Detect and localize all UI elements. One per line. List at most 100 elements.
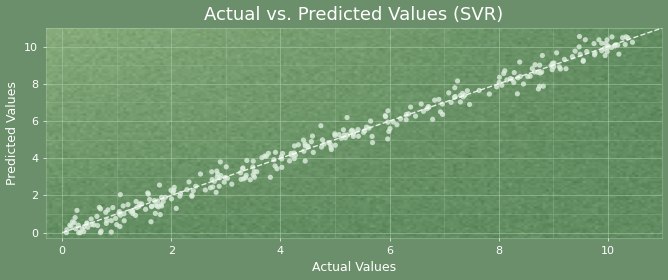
Point	[319, 142, 329, 146]
Point	[299, 149, 309, 153]
Point	[627, 40, 638, 45]
Point	[237, 167, 248, 171]
Point	[166, 188, 176, 192]
Point	[69, 215, 80, 220]
Point	[143, 192, 154, 196]
Point	[261, 154, 272, 158]
Point	[325, 142, 336, 146]
Point	[146, 204, 157, 208]
Point	[134, 204, 144, 209]
Point	[455, 93, 466, 98]
Point	[380, 113, 391, 118]
Point	[67, 220, 77, 224]
Point	[168, 190, 178, 195]
Point	[462, 88, 473, 93]
Point	[348, 134, 359, 139]
Point	[363, 126, 374, 130]
Point	[536, 70, 547, 74]
Point	[367, 140, 378, 145]
Point	[424, 105, 434, 109]
Point	[349, 130, 359, 134]
Point	[323, 140, 334, 145]
Point	[534, 84, 545, 88]
Point	[494, 75, 505, 80]
Point	[245, 178, 256, 182]
Point	[567, 54, 578, 59]
Point	[578, 59, 589, 64]
Point	[103, 207, 114, 212]
Point	[81, 221, 92, 225]
Point	[602, 49, 613, 54]
Point	[559, 57, 570, 62]
Point	[270, 150, 281, 155]
Point	[361, 125, 372, 129]
Point	[136, 202, 147, 206]
Y-axis label: Predicted Values: Predicted Values	[5, 81, 19, 185]
Point	[621, 35, 631, 39]
Point	[205, 185, 216, 190]
Point	[492, 85, 502, 89]
Point	[494, 80, 504, 85]
Point	[118, 204, 128, 208]
Point	[119, 211, 130, 216]
Point	[152, 204, 163, 208]
Point	[437, 102, 448, 106]
Point	[555, 67, 566, 71]
Point	[257, 155, 267, 160]
Point	[306, 139, 317, 144]
Point	[220, 175, 230, 180]
Point	[188, 188, 198, 193]
Point	[110, 216, 121, 221]
Point	[214, 176, 225, 180]
Point	[538, 84, 548, 88]
Point	[123, 202, 134, 207]
Point	[505, 76, 516, 81]
Point	[537, 53, 548, 58]
Point	[590, 51, 601, 55]
Point	[607, 35, 617, 39]
Point	[581, 49, 592, 54]
Point	[211, 169, 222, 173]
Point	[434, 97, 444, 102]
Point	[601, 41, 611, 46]
Point	[65, 224, 76, 228]
Point	[114, 209, 125, 214]
Point	[212, 172, 223, 176]
Point	[548, 61, 559, 65]
Point	[168, 188, 179, 193]
Point	[416, 102, 427, 106]
Point	[525, 74, 536, 78]
Point	[115, 192, 126, 197]
Point	[574, 34, 584, 39]
Point	[142, 191, 153, 195]
Point	[423, 104, 434, 109]
Point	[307, 134, 318, 138]
Point	[126, 209, 136, 214]
Point	[339, 133, 349, 137]
Point	[353, 134, 364, 139]
Point	[594, 38, 605, 42]
Point	[498, 71, 509, 76]
Point	[329, 133, 340, 138]
Point	[184, 180, 194, 184]
Point	[589, 53, 600, 57]
Point	[248, 165, 259, 169]
Point	[444, 91, 454, 95]
Point	[383, 109, 393, 113]
Point	[401, 117, 411, 122]
Point	[365, 119, 376, 123]
Point	[300, 144, 311, 148]
Point	[464, 102, 475, 107]
Point	[86, 222, 97, 227]
Point	[300, 142, 311, 146]
Point	[146, 220, 156, 224]
Point	[418, 109, 429, 114]
Point	[602, 38, 613, 42]
Point	[289, 157, 299, 161]
Point	[100, 210, 111, 214]
Point	[215, 160, 226, 164]
Point	[342, 133, 353, 137]
Point	[277, 151, 288, 156]
Point	[155, 212, 166, 217]
Point	[95, 230, 106, 235]
